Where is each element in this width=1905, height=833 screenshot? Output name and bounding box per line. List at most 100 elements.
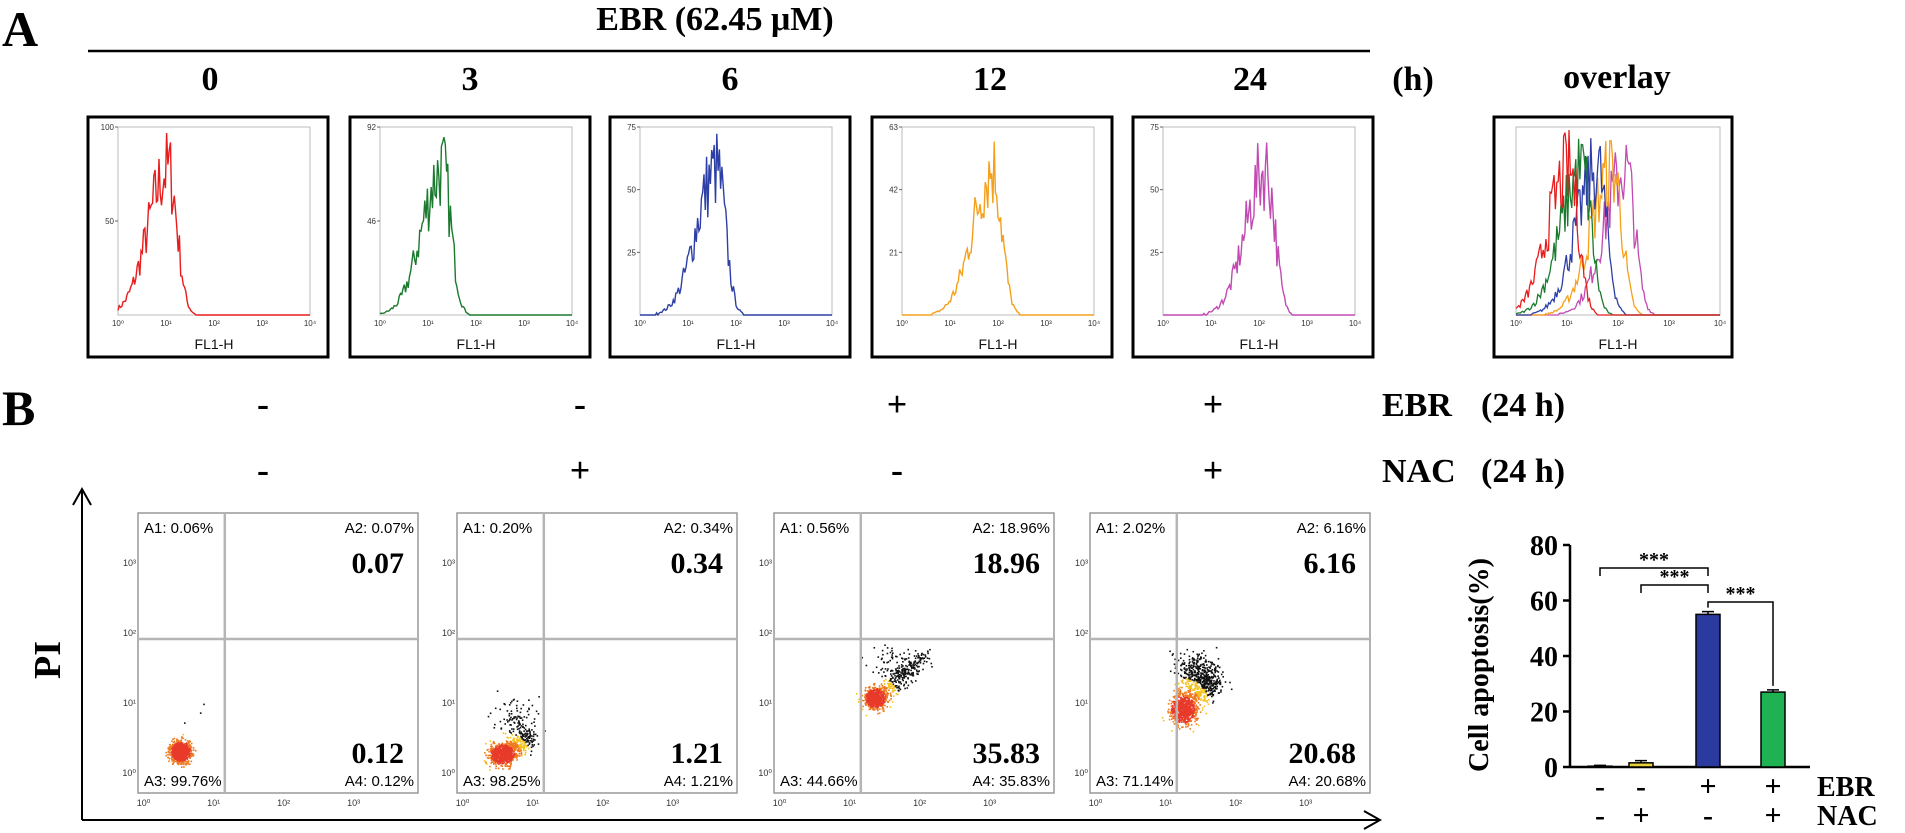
histogram-xtick-label: 10²	[470, 319, 482, 328]
scatter-event	[1195, 713, 1198, 716]
scatter-event	[496, 748, 499, 751]
scatter-event	[521, 742, 524, 745]
scatter-event	[171, 758, 173, 760]
scatter-event	[880, 683, 883, 685]
scatter-event	[1192, 716, 1194, 719]
scatter-event	[510, 741, 512, 743]
scatter-event	[1169, 670, 1172, 673]
scatter-event	[1193, 696, 1196, 698]
scatter-event	[190, 749, 193, 751]
scatter-event	[168, 746, 171, 749]
scatter-event	[1196, 678, 1198, 681]
scatter-event	[512, 728, 515, 730]
scatter-event	[184, 753, 186, 756]
scatter-event	[172, 744, 174, 747]
scatter-event	[1181, 662, 1184, 665]
scatter-event	[1180, 719, 1182, 722]
scatter-event	[1200, 693, 1202, 695]
histogram-trace-0h	[117, 132, 310, 316]
scatter-event	[1181, 713, 1183, 716]
scatter-event	[1190, 705, 1192, 708]
scatter-event	[891, 684, 893, 686]
scatter-event	[1184, 716, 1187, 718]
scatter-event	[487, 715, 490, 718]
scatter-event	[500, 752, 502, 755]
nac-sign-4: +	[1203, 450, 1224, 490]
scatter-event	[1169, 715, 1171, 717]
scatter-event	[870, 693, 872, 696]
scatter-event	[1208, 660, 1210, 663]
bar-chart-ylabel: Cell apoptosis(%)	[1464, 558, 1495, 772]
scatter-event	[188, 746, 191, 749]
scatter-event	[874, 706, 877, 708]
scatter-event	[501, 750, 503, 752]
scatter-event	[1180, 701, 1182, 703]
scatter-event	[509, 758, 511, 761]
scatter-event	[1210, 687, 1212, 690]
scatter-event	[510, 755, 512, 758]
scatter-xtick-label: 10¹	[526, 798, 539, 808]
scatter-event	[1193, 663, 1195, 665]
scatter-event	[917, 673, 919, 676]
scatter-event	[874, 686, 876, 689]
scatter-event	[530, 735, 533, 737]
scatter-event	[1186, 704, 1189, 707]
scatter-event	[926, 657, 929, 659]
scatter-event	[1216, 685, 1218, 688]
scatter-event	[515, 704, 518, 707]
scatter-event	[525, 746, 528, 748]
scatter-event	[913, 664, 916, 667]
scatter-event	[864, 698, 867, 700]
scatter-ytick-label: 10⁰	[122, 768, 136, 778]
scatter-event	[489, 769, 491, 771]
scatter-event	[880, 669, 882, 671]
scatter-event	[184, 742, 186, 745]
scatter-event	[915, 669, 918, 671]
scatter-event	[491, 754, 494, 756]
scatter-event	[1197, 692, 1200, 694]
scatter-event	[1173, 700, 1175, 703]
scatter-event	[518, 740, 520, 742]
scatter-event	[1190, 676, 1192, 678]
scatter-event	[1192, 666, 1194, 668]
histogram-plot-area	[901, 126, 1095, 316]
scatter-event	[1181, 692, 1184, 695]
scatter-event	[1177, 702, 1180, 704]
histogram-frame	[86, 115, 330, 359]
scatter-event	[495, 763, 497, 765]
scatter-event	[1229, 681, 1231, 684]
scatter-event	[909, 662, 911, 664]
scatter-event	[503, 755, 506, 757]
scatter-event	[1172, 709, 1175, 711]
scatter-event	[1190, 665, 1192, 668]
scatter-event	[185, 747, 187, 750]
scatter-event	[1203, 696, 1206, 698]
scatter-event	[1189, 664, 1191, 667]
scatter-event	[862, 699, 865, 702]
scatter-event	[489, 740, 492, 742]
scatter-event	[1199, 676, 1201, 679]
scatter-event	[517, 725, 519, 727]
scatter-event	[1214, 683, 1217, 686]
scatter-event	[1181, 719, 1183, 721]
scatter-event	[871, 703, 873, 706]
histogram-xlabel: FL1-H	[195, 336, 234, 352]
scatter-event	[519, 746, 522, 749]
scatter-event	[502, 762, 504, 765]
scatter-event	[1193, 701, 1195, 703]
scatter-event	[1197, 687, 1199, 690]
scatter-event	[529, 730, 531, 733]
scatter-event	[487, 757, 490, 760]
scatter-event	[1203, 685, 1206, 688]
scatter-event	[1220, 673, 1223, 676]
scatter-event	[1211, 695, 1213, 698]
scatter-event	[1216, 679, 1218, 681]
scatter-event	[177, 752, 180, 755]
scatter-event	[173, 740, 176, 743]
scatter-event	[899, 681, 902, 683]
scatter-event	[177, 756, 179, 759]
scatter-event	[495, 758, 497, 760]
scatter-event	[1198, 673, 1200, 676]
